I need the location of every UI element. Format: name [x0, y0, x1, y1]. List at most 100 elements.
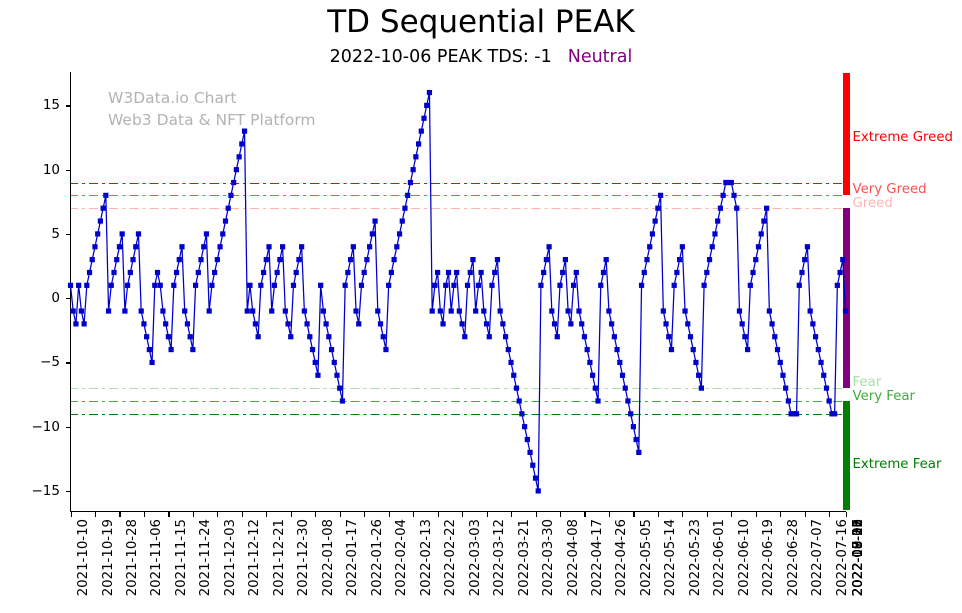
series-marker [377, 321, 384, 327]
series-marker [288, 334, 294, 340]
series-marker [282, 308, 288, 314]
series-marker [258, 282, 264, 288]
x-tick-mark [486, 512, 488, 517]
series-marker [538, 282, 544, 288]
series-marker [606, 308, 612, 314]
series-marker [415, 141, 422, 147]
fear-line [70, 401, 846, 402]
series-marker [581, 334, 588, 340]
series-marker [473, 308, 479, 314]
series-marker [815, 346, 821, 353]
series-marker [584, 346, 590, 353]
series-marker [179, 244, 185, 250]
series-marker [337, 385, 343, 391]
greed-label: Greed [852, 196, 893, 212]
series-marker [315, 372, 321, 378]
series-marker [511, 372, 517, 378]
series-marker [125, 282, 131, 288]
series-marker [478, 269, 484, 276]
series-marker [318, 282, 324, 288]
series-marker [532, 475, 539, 481]
series-marker [116, 244, 123, 250]
series-marker [418, 128, 424, 134]
series-marker [481, 308, 487, 314]
gauge-segment-extreme-greed [842, 73, 850, 196]
chart-subtitle: 2022-10-06 PEAK TDS: -1 Neutral [0, 47, 962, 67]
series-marker [549, 308, 555, 314]
series-marker [541, 269, 547, 276]
x-tick-mark [413, 512, 415, 517]
series-marker [698, 385, 704, 391]
series-marker [89, 257, 95, 263]
x-tick-mark [70, 512, 72, 517]
series-marker [560, 269, 566, 276]
y-tick-mark [65, 490, 70, 493]
watermark-line1: W3Data.io Chart [108, 89, 237, 107]
series-marker [483, 321, 490, 327]
series-marker [402, 205, 408, 211]
series-marker [788, 411, 794, 417]
greed-line [70, 195, 846, 197]
x-tick-mark [95, 512, 97, 517]
series-marker [108, 282, 114, 288]
series-marker [356, 321, 362, 327]
watermark-line2: Web3 Data & NFT Platform [108, 111, 316, 129]
series-marker [755, 244, 762, 250]
series-marker [323, 321, 329, 327]
series-marker [701, 282, 707, 288]
x-axis-spine [70, 511, 846, 513]
series-marker [195, 269, 201, 276]
series-marker [407, 179, 414, 186]
series-marker [448, 308, 454, 314]
series-marker [598, 282, 604, 288]
series-marker [173, 269, 180, 276]
weak-greed-line [70, 208, 846, 210]
series-marker [636, 449, 642, 455]
series-marker [372, 218, 378, 224]
series-marker [832, 411, 838, 417]
series-marker [671, 282, 677, 288]
series-marker [320, 308, 326, 314]
series-marker [706, 257, 713, 263]
series-marker [505, 346, 511, 353]
series-marker [551, 321, 558, 327]
series-marker [576, 308, 582, 314]
extreme-greed-label: Extreme Greed [852, 129, 953, 145]
series-marker [742, 334, 748, 340]
series-marker [791, 411, 797, 417]
series-marker [375, 308, 381, 314]
weak-fear-line [70, 388, 846, 390]
x-tick-mark [755, 512, 757, 517]
x-tick-mark [388, 512, 390, 517]
very-greed-label: Very Greed [852, 182, 927, 198]
series-marker [299, 244, 305, 250]
series-marker [666, 334, 672, 340]
subtitle-text: 2022-10-06 PEAK TDS: -1 [329, 47, 552, 67]
x-tick-mark [290, 512, 292, 517]
series-marker [638, 282, 645, 288]
series-marker [625, 398, 631, 404]
series-marker [201, 244, 207, 250]
x-tick-mark [168, 512, 170, 517]
series-marker [114, 257, 120, 263]
x-tick-mark [535, 512, 537, 517]
series-marker [100, 205, 106, 211]
series-marker [149, 359, 155, 366]
series-marker [802, 257, 808, 263]
series-marker [617, 359, 623, 366]
series-marker [301, 308, 307, 314]
x-tick-mark [804, 512, 806, 517]
series-marker [693, 359, 699, 366]
x-tick-mark [266, 512, 268, 517]
series-marker [677, 257, 683, 263]
x-tick-mark [437, 512, 439, 517]
series-marker [641, 269, 647, 276]
series-marker [704, 269, 710, 276]
series-marker [76, 282, 82, 288]
series-marker [217, 244, 223, 250]
y-tick-label: 5 [51, 225, 60, 242]
series-marker [421, 115, 427, 121]
series-marker [464, 282, 471, 288]
series-marker [731, 192, 737, 198]
